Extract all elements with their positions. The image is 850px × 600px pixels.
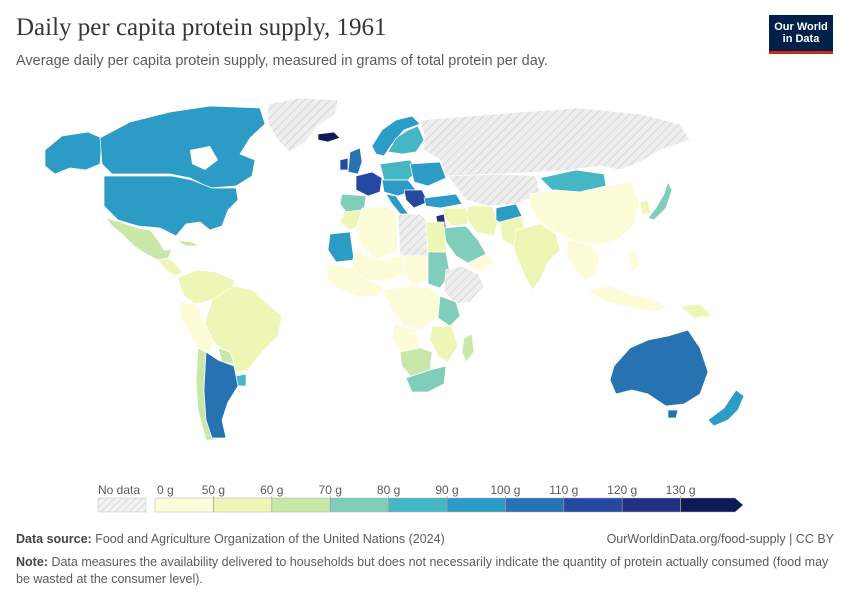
legend-no-data-swatch xyxy=(97,497,147,513)
country-usa-alaska[interactable] xyxy=(44,131,103,175)
legend-swatch-2[interactable] xyxy=(271,497,331,513)
legend-swatch-0[interactable] xyxy=(154,497,214,513)
country-mauritania[interactable] xyxy=(327,231,355,263)
country-usa[interactable] xyxy=(103,175,239,237)
country-syria-iraq[interactable] xyxy=(443,207,469,227)
country-turkey[interactable] xyxy=(423,193,463,209)
chart-title: Daily per capita protein supply, 1961 xyxy=(16,14,387,41)
country-ethiopia-horn[interactable] xyxy=(443,265,485,305)
country-central-america[interactable] xyxy=(157,257,183,277)
country-peru-bolivia[interactable] xyxy=(179,301,215,353)
legend-swatch-1[interactable] xyxy=(213,497,273,513)
country-philippines[interactable] xyxy=(627,249,641,273)
note: Note: Data measures the availability del… xyxy=(16,554,834,588)
country-norway[interactable] xyxy=(371,115,421,157)
legend-swatch-9[interactable] xyxy=(680,497,744,513)
country-balkans[interactable] xyxy=(403,189,429,209)
country-central-africa[interactable] xyxy=(381,285,441,331)
legend-label-1: 50 g xyxy=(202,483,225,497)
country-madagascar[interactable] xyxy=(461,333,475,363)
country-russia[interactable] xyxy=(419,107,691,177)
logo-line2: in Data xyxy=(782,33,820,45)
country-cuba[interactable] xyxy=(175,239,201,247)
country-chad[interactable] xyxy=(401,255,429,287)
world-map[interactable] xyxy=(0,90,850,440)
country-libya[interactable] xyxy=(397,213,429,257)
country-new-zealand[interactable] xyxy=(707,389,745,427)
hudson-bay xyxy=(190,146,218,170)
country-greenland[interactable] xyxy=(267,97,339,153)
country-korea[interactable] xyxy=(639,199,651,215)
country-central-asia[interactable] xyxy=(447,173,541,207)
legend-label-8: 120 g xyxy=(607,483,637,497)
legend-label-4: 80 g xyxy=(377,483,400,497)
country-japan[interactable] xyxy=(647,181,673,221)
owid-logo[interactable]: Our World in Data xyxy=(769,15,833,54)
country-ireland[interactable] xyxy=(339,157,349,171)
country-arabia-south[interactable] xyxy=(465,253,495,273)
country-egypt[interactable] xyxy=(425,221,447,253)
source-text: Data source: Food and Agriculture Organi… xyxy=(16,531,445,548)
chart-footer: Data source: Food and Agriculture Organi… xyxy=(16,531,834,588)
legend-label-5: 90 g xyxy=(435,483,458,497)
country-algeria[interactable] xyxy=(355,205,399,261)
country-papua-new-guinea[interactable] xyxy=(679,303,713,319)
source-value[interactable]: Food and Agriculture Organization of the… xyxy=(95,532,445,546)
country-ukraine[interactable] xyxy=(409,161,447,187)
country-canada[interactable] xyxy=(99,105,266,189)
legend-label-7: 110 g xyxy=(549,483,578,497)
chart-subtitle: Average daily per capita protein supply,… xyxy=(16,53,548,69)
country-india[interactable] xyxy=(513,223,561,291)
country-argentina[interactable] xyxy=(203,351,239,439)
country-sweden-finland[interactable] xyxy=(387,125,425,155)
country-south-africa[interactable] xyxy=(405,365,447,393)
legend-swatch-7[interactable] xyxy=(563,497,623,513)
footer-url[interactable]: OurWorldinData.org/food-supply | CC BY xyxy=(606,532,834,546)
country-paraguay[interactable] xyxy=(217,347,235,365)
legend-no-data-label: No data xyxy=(98,483,140,497)
country-france[interactable] xyxy=(355,171,383,197)
note-text: Data measures the availability delivered… xyxy=(16,555,829,586)
legend-swatch-5[interactable] xyxy=(446,497,506,513)
logo-line1: Our World xyxy=(774,21,828,33)
country-east-africa[interactable] xyxy=(437,295,461,327)
country-united-kingdom[interactable] xyxy=(347,147,363,175)
legend-label-0: 0 g xyxy=(157,483,174,497)
map-legend: No data 0 g 50 g 60 g 70 g 80 g 90 g 100 g 110 … xyxy=(97,483,744,513)
legend-swatch-8[interactable] xyxy=(621,497,681,513)
country-southeast-asia[interactable] xyxy=(565,239,601,281)
country-china[interactable] xyxy=(529,181,641,247)
source-label: Data source: xyxy=(16,532,92,546)
legend-swatch-6[interactable] xyxy=(505,497,565,513)
legend-label-6: 100 g xyxy=(490,483,520,497)
country-indonesia[interactable] xyxy=(587,285,669,313)
country-iceland[interactable] xyxy=(317,131,341,143)
country-tasmania[interactable] xyxy=(667,409,679,419)
legend-label-2: 60 g xyxy=(260,483,283,497)
note-label: Note: xyxy=(16,555,48,569)
legend-label-3: 70 g xyxy=(319,483,342,497)
legend-swatch-4[interactable] xyxy=(388,497,448,513)
country-tanzania-mozambique[interactable] xyxy=(429,325,459,363)
country-mexico[interactable] xyxy=(105,217,173,261)
country-australia[interactable] xyxy=(609,329,709,407)
legend-swatch-3[interactable] xyxy=(329,497,389,513)
legend-label-9: 130 g xyxy=(666,483,696,497)
country-west-africa[interactable] xyxy=(325,263,385,297)
